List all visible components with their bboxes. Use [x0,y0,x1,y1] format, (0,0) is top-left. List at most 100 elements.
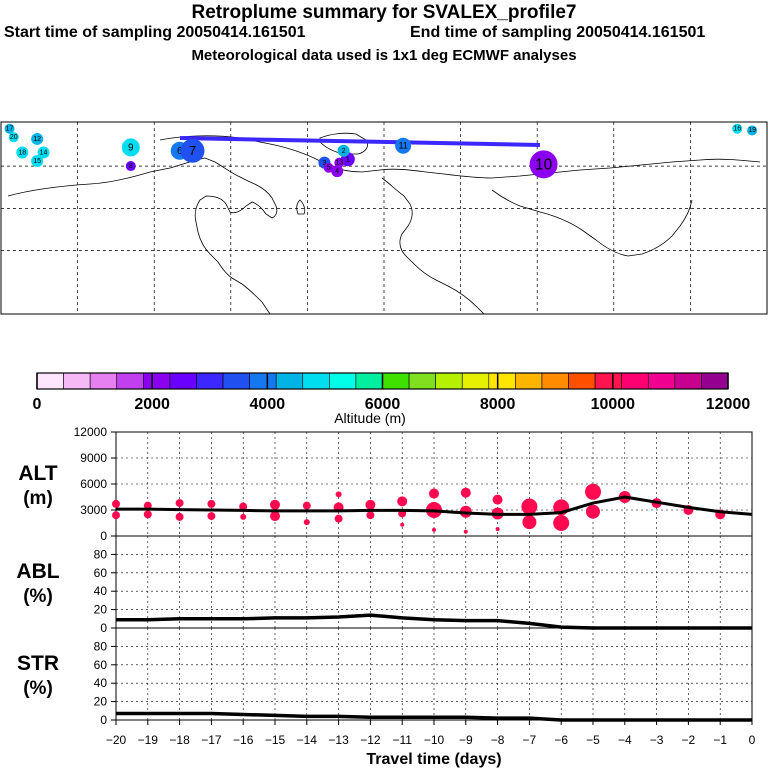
colorbar-segment [701,372,729,390]
cluster-marker [529,150,558,179]
colorbar-segment [329,372,357,390]
x-tick-label: −10 [424,733,445,747]
colorbar-segment [222,372,250,390]
altitude-point [143,510,152,519]
str-fraction-line [116,711,752,722]
altitude-point [585,483,601,500]
europe-africa-coast [381,177,485,315]
cluster-label: 2 [342,148,346,155]
colorbar-segment [143,372,171,390]
x-tick-label: −2 [682,733,696,747]
cluster-label: 6 [177,146,183,157]
time-panels: 030006000900012000ALT(m)020406080ABL(%)0… [16,425,755,768]
altitude-point [207,512,216,521]
x-tick-label: −9 [459,733,473,747]
colorbar-segment [461,372,490,390]
colorbar-segment [568,372,596,390]
altitude-point [112,499,120,508]
colorbar-tick-label: 0 [33,396,42,413]
cluster-marker [395,137,412,154]
colorbar-tick-label: 2000 [134,396,170,413]
y-tick-label: 0 [100,713,107,727]
y-tick-label: 80 [94,639,108,653]
x-tick-label: −7 [523,733,537,747]
colorbar-tick-label: 12000 [706,396,751,413]
colorbar-tick-label: 10000 [591,396,636,413]
altitude-point [270,499,280,510]
cluster-label: 19 [748,127,756,134]
colorbar-segment [488,372,516,390]
colorbar-segment [541,372,569,390]
panel-unit: (m) [23,488,53,509]
y-tick-label: 80 [94,547,108,561]
panel-label: ABL [16,560,59,583]
cluster-label: 3 [322,160,326,167]
cluster-label: 15 [33,158,41,165]
cluster-marker [323,162,334,173]
greenland-coast [319,132,368,155]
colorbar-segment [302,372,330,390]
y-tick-label: 9000 [80,451,107,465]
start-time-label: Start time of sampling 20050414.161501 [4,24,306,41]
cluster-marker [732,123,743,134]
cluster-label: 11 [399,141,408,151]
cluster-label: 16 [733,126,741,133]
x-tick-label: −1 [713,733,727,747]
colorbar-tick-label: 4000 [250,396,286,413]
altitude-point [335,491,342,498]
cluster-marker [4,123,15,134]
cluster-marker [747,125,758,136]
colorbar: 0 2000 4000 6000 8000 10000 12000 [33,372,751,413]
altitude-point [492,494,503,505]
north-america-coast [7,157,278,315]
panel-label: ALT [18,462,57,485]
x-tick-label: −8 [491,733,505,747]
cluster-label: 20 [10,134,18,141]
x-tick-label: −5 [586,733,600,747]
panel-unit: (%) [23,586,53,607]
panel-unit: (%) [23,678,53,699]
x-tick-label: −16 [233,733,254,747]
eurasia-north-coast [159,135,761,179]
x-tick-label: −18 [169,733,190,747]
cluster-label: 5 [327,164,331,171]
colorbar-segment [382,372,410,390]
panel-abl: 0 20 40 60 80 ABL (%) [16,535,753,635]
x-tick-label: 0 [749,733,756,747]
met-data-label: Meteorological data used is 1x1 deg ECMW… [191,47,577,64]
colorbar-segment [647,372,676,390]
x-tick-label: −13 [328,733,349,747]
altitude-point [302,501,311,510]
colorbar-segment [36,372,64,390]
colorbar-segment [89,372,118,390]
altitude-point [112,511,120,520]
plume-track [179,136,541,147]
x-tick-label: −3 [650,733,664,747]
y-tick-label: 60 [94,566,108,580]
mean-altitude-line [116,495,753,516]
x-tick-label: −17 [201,733,222,747]
colorbar-segment [408,372,436,390]
cluster-marker [180,138,205,163]
x-tick-label: −4 [618,733,632,747]
cluster-marker [125,161,136,172]
altitude-point [432,527,436,532]
colorbar-segment [196,372,224,390]
colorbar-segment [169,372,197,390]
colorbar-segment [249,372,277,390]
altitude-point [207,499,216,508]
cluster-marker [31,154,44,167]
x-tick-label: −14 [297,733,318,747]
island-coast [296,199,306,215]
altitude-point [365,499,376,510]
coastlines [7,132,761,315]
altitude-point [303,519,310,526]
cluster-label: 9 [128,143,134,154]
colorbar-tick-label: 8000 [480,396,516,413]
y-tick-label: 20 [94,603,108,617]
cluster-label: 13 [335,159,343,166]
altitude-point [460,487,471,498]
altitude-point [175,499,184,508]
colorbar-label: Altitude (m) [334,410,406,426]
